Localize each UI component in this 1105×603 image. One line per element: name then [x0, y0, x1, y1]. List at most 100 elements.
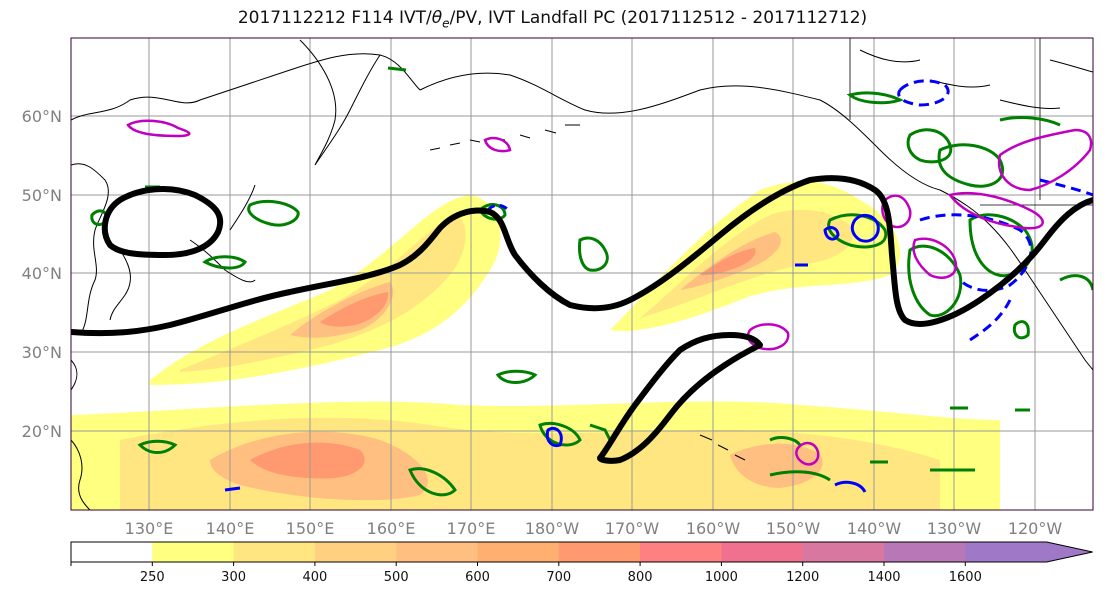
title-theta-sub: e [442, 16, 450, 31]
lon-label: 160°W [686, 519, 741, 538]
colorbar-segment [396, 542, 478, 562]
lon-label: 150°W [766, 519, 821, 538]
lat-label: 30°N [22, 343, 62, 362]
colorbar-segment [802, 542, 885, 562]
lon-label: 160°E [367, 519, 416, 538]
thetae-small-1 [387, 66, 407, 72]
lon-label: 170°E [447, 519, 496, 538]
colorbar-segment [233, 542, 316, 562]
lon-label: 170°W [605, 519, 660, 538]
ivt-pc-contour-asia [101, 186, 224, 258]
title-theta: θ [431, 8, 443, 28]
colorbar-label: 400 [302, 570, 327, 585]
coast-philippines [71, 439, 91, 510]
pv-neg-11 [486, 203, 512, 213]
colorbar-segment [314, 542, 397, 562]
thetae-coast-3 [907, 244, 963, 318]
colorbar-segment [640, 542, 722, 562]
pv-neg-2 [919, 213, 1033, 292]
pv-pos-2 [483, 136, 512, 153]
colorbar-label: 300 [221, 570, 246, 585]
thetae-japan [247, 200, 300, 227]
pv-neg-1 [897, 79, 950, 107]
pv-neg-7 [545, 426, 563, 448]
colorbar-label: 800 [628, 570, 653, 585]
thetae-south-1 [137, 439, 178, 454]
thetae-alaska-2 [906, 128, 953, 164]
ivt-band-north [150, 195, 501, 385]
colorbar-frame [70, 541, 1093, 563]
pv-pos-1 [126, 119, 191, 138]
lat-label: 40°N [22, 264, 62, 283]
colorbar-segment [558, 542, 641, 562]
pv-neg-8 [834, 480, 867, 493]
ivt-shading [71, 181, 1000, 510]
thetae-sakhalin [202, 255, 248, 270]
ivt-pc-contour-main [71, 175, 1093, 337]
thetae-mid-1 [578, 236, 609, 272]
map-layers [71, 38, 1093, 510]
lon-label: 140°W [847, 519, 902, 538]
thetae-small-3 [1012, 320, 1030, 340]
pv-pos-4 [881, 194, 912, 229]
colorbar-label: 1400 [867, 570, 900, 585]
thetae-south-4 [589, 423, 612, 441]
colorbar: 250 300 400 500 600 700 800 1000 1200 1400 1600 [70, 541, 1093, 585]
colorbar-label: 1000 [705, 570, 738, 585]
thetae-coast-2 [937, 143, 1005, 188]
thetae-east-2 [769, 470, 831, 482]
coast-kamchatka [299, 39, 381, 166]
lat-label: 60°N [22, 107, 62, 126]
pv-pos-6 [997, 128, 1093, 192]
thetae-alaska-3 [999, 116, 1061, 127]
title-prefix: 2017112212 F114 IVT/ [237, 8, 432, 28]
lon-label: 140°E [206, 519, 255, 538]
thetae-alaska-1 [846, 91, 904, 105]
colorbar-segment [477, 542, 560, 562]
colorbar-segment [721, 542, 804, 562]
pv-pos-7 [947, 191, 1044, 230]
lon-label: 130°W [927, 519, 982, 538]
pv-neg-4 [969, 299, 1012, 342]
pv-pos-5 [912, 237, 958, 279]
title-suffix: /PV, IVT Landfall PC (2017112512 - 20171… [449, 8, 868, 28]
lon-label: 120°W [1008, 519, 1063, 538]
thetae-south-2 [408, 467, 457, 497]
coast-asia [71, 38, 421, 391]
map-frame [70, 37, 1094, 511]
colorbar-segment [152, 542, 235, 562]
thetae-east-5 [950, 406, 1030, 412]
colorbar-label: 250 [140, 570, 165, 585]
ivt-peak-north [320, 292, 389, 327]
lon-label: 150°E [286, 519, 335, 538]
colorbar-segment [884, 542, 966, 562]
thetae-mid-2 [495, 369, 538, 384]
colorbar-segment [71, 542, 153, 562]
coast-alaska [419, 72, 941, 191]
colorbar-label: 500 [384, 570, 409, 585]
thetae-central-north [478, 203, 507, 221]
ivt-pc-contour-south [597, 332, 763, 464]
ivt-peak-east [700, 248, 756, 276]
lat-label: 50°N [22, 186, 62, 205]
pv-neg-5 [850, 213, 880, 243]
lon-label: 130°E [125, 519, 174, 538]
pv-pos-8 [795, 441, 820, 466]
ivt-core-south-east [730, 443, 823, 488]
thetae-coast-5 [1059, 274, 1093, 291]
colorbar-label: 1200 [786, 570, 819, 585]
ivt-peak-south [250, 442, 365, 479]
colorbar-label: 600 [465, 570, 490, 585]
pv-neg-9 [224, 486, 241, 492]
colorbar-label: 1600 [949, 570, 982, 585]
lat-axis: 60°N 50°N 40°N 30°N 20°N [22, 107, 62, 441]
graticule [71, 38, 1093, 510]
coast-hawaii [699, 434, 746, 461]
thetae-east-1 [769, 436, 802, 447]
colorbar-label: 700 [546, 570, 571, 585]
pv-neg-6 [823, 226, 840, 241]
map-title: 2017112212 F114 IVT/θe/PV, IVT Landfall … [0, 8, 1105, 30]
coast-canada-islands [859, 49, 1093, 109]
lon-label: 180°W [525, 519, 580, 538]
